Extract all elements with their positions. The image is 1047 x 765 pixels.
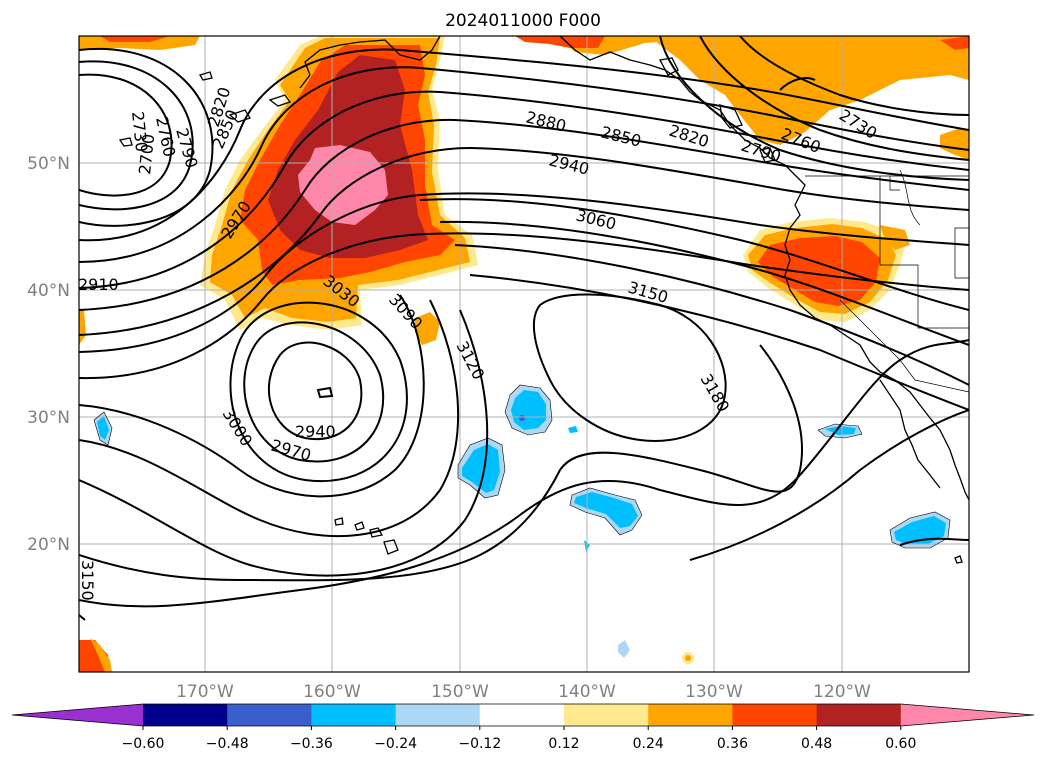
shade-yellow-left <box>79 310 86 345</box>
shade-orange-bottomleft <box>90 638 112 672</box>
lat-tick-label: 30°N <box>27 408 70 428</box>
shade-skyblue-6 <box>97 416 109 440</box>
lon-tick-label: 130°W <box>685 682 743 702</box>
contour-label: 3150 <box>78 560 97 601</box>
contour-label: 2940 <box>295 422 336 441</box>
colorbar-label: −0.60 <box>122 736 165 752</box>
shade-orange-patch1 <box>415 312 440 345</box>
shade-red-canada <box>515 36 605 48</box>
shade-orange-rightedge <box>940 128 969 160</box>
lon-tick-label: 150°W <box>431 682 489 702</box>
shade-orange-calif-tail <box>880 225 910 250</box>
colorbar-segment <box>479 704 565 726</box>
colorbar-label: 0.24 <box>633 736 664 752</box>
shade-midblue-dot <box>519 415 525 421</box>
lat-tick-label: 40°N <box>27 281 70 301</box>
map-frame <box>78 35 970 673</box>
colorbar-segment <box>395 704 481 726</box>
colorbar-segment <box>648 704 733 726</box>
colorbar-segment <box>732 704 818 726</box>
shade-red-rightcorner <box>940 36 969 50</box>
colorbar-label: −0.36 <box>290 736 333 752</box>
colorbar: −0.60 −0.48 −0.36 −0.24 −0.12 0.12 0.24 0.36 0.4… <box>11 703 1035 752</box>
colorbar-label: 0.60 <box>885 736 916 752</box>
shade-skyblue-3 <box>574 492 638 528</box>
colorbar-segment <box>816 704 902 726</box>
colorbar-label: 0.12 <box>548 736 579 752</box>
colorbar-segment <box>143 704 228 726</box>
shade-skyblue-1 <box>511 390 546 430</box>
shade-orange-canada2 <box>650 36 969 145</box>
lon-tick-label: 170°W <box>176 682 234 702</box>
shade-lightblue-7 <box>618 640 630 658</box>
colorbar-segment <box>311 704 397 726</box>
colorbar-extend-max <box>900 704 1034 726</box>
colorbar-label: 0.36 <box>717 736 748 752</box>
lon-tick-label: 140°W <box>558 682 616 702</box>
shade-skyblue-2 <box>462 444 500 493</box>
colorbar-segment <box>227 704 312 726</box>
contour-label: 2700 <box>135 133 158 175</box>
colorbar-label: −0.12 <box>458 736 501 752</box>
shade-red-topleft <box>100 36 170 42</box>
lon-tick-label: 120°W <box>813 682 871 702</box>
shade-pink-gulf <box>298 145 388 225</box>
colorbar-label: −0.24 <box>374 736 417 752</box>
lon-axis: 170°W 160°W 150°W 140°W 130°W 120°W <box>176 682 871 702</box>
contour-label: 2730 <box>128 110 151 152</box>
colorbar-labels: −0.60 −0.48 −0.36 −0.24 −0.12 0.12 0.24 0.36 0.4… <box>122 726 916 752</box>
lat-tick-label: 50°N <box>27 154 70 174</box>
coastlines <box>118 36 969 564</box>
colorbar-segment <box>564 704 649 726</box>
colorbar-label: 0.48 <box>801 736 832 752</box>
lat-tick-label: 20°N <box>27 535 70 555</box>
map-title: 2024011000 F000 <box>445 11 601 31</box>
colorbar-segments <box>11 703 1035 727</box>
lat-axis: 50°N 40°N 30°N 20°N <box>27 154 70 555</box>
colorbar-extend-min <box>12 704 143 726</box>
height-contours <box>79 36 969 621</box>
borders <box>805 169 969 393</box>
lon-tick-label: 160°W <box>303 682 361 702</box>
shade-lightblue-8 <box>568 426 578 433</box>
colorbar-label: −0.48 <box>206 736 249 752</box>
map-area: 2730 2760 2790 2820 2850 2880 2940 3060 … <box>78 36 969 672</box>
shade-skyblue-5 <box>825 426 856 435</box>
contour-label: 2910 <box>78 275 119 294</box>
shade-outlines <box>93 384 951 549</box>
shade-skyblue-4 <box>894 516 946 544</box>
